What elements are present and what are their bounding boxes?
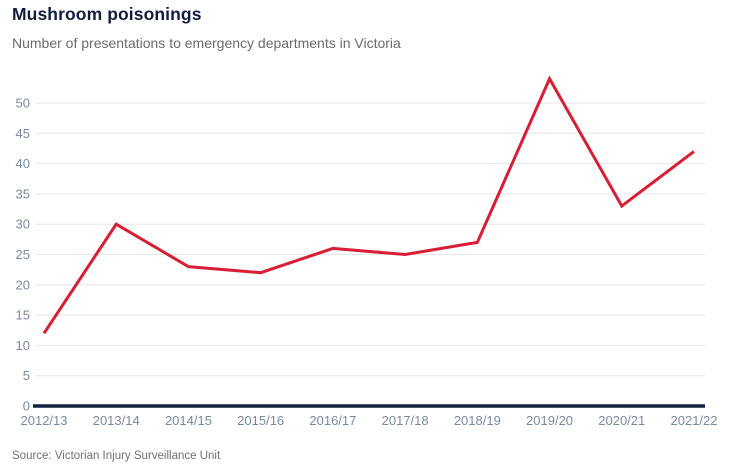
x-tick-label: 2014/15	[165, 413, 212, 428]
y-tick-label: 20	[16, 277, 30, 292]
x-tick-label: 2019/20	[526, 413, 573, 428]
x-tick-label: 2013/14	[93, 413, 140, 428]
data-line	[42, 75, 695, 335]
chart-title: Mushroom poisonings	[12, 4, 202, 24]
x-tick-label: 2018/19	[454, 413, 501, 428]
y-tick-label: 50	[16, 96, 30, 111]
chart-subtitle: Number of presentations to emergency dep…	[12, 35, 401, 51]
y-tick-label: 45	[16, 126, 30, 141]
x-tick-label: 2017/18	[382, 413, 429, 428]
y-tick-label: 5	[23, 368, 30, 383]
y-tick-label: 0	[23, 399, 30, 414]
y-tick-label: 15	[16, 308, 30, 323]
x-tick-label: 2015/16	[237, 413, 284, 428]
y-tick-label: 40	[16, 156, 30, 171]
x-tick-label: 2021/22	[671, 413, 718, 428]
x-tick-label: 2016/17	[309, 413, 356, 428]
x-tick-label: 2012/13	[21, 413, 68, 428]
y-tick-label: 25	[16, 247, 30, 262]
x-tick-label: 2020/21	[598, 413, 645, 428]
y-tick-label: 35	[16, 186, 30, 201]
y-tick-label: 30	[16, 217, 30, 232]
y-tick-label: 10	[16, 338, 30, 353]
source-note: Source: Victorian Injury Surveillance Un…	[12, 450, 221, 462]
